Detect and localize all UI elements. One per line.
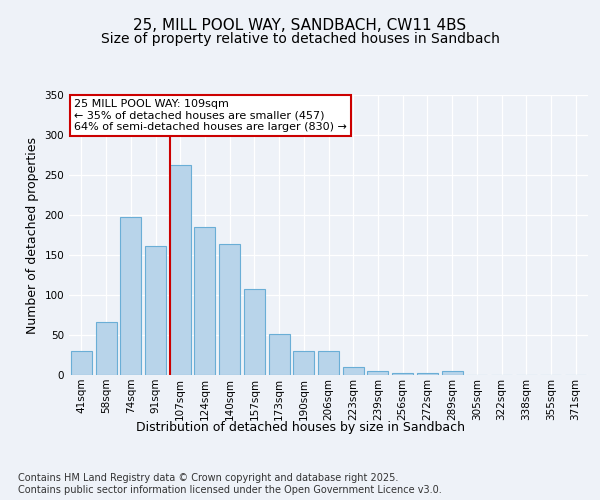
Bar — [120, 218, 141, 375]
Bar — [95, 322, 116, 375]
Bar — [392, 372, 413, 375]
Bar — [293, 351, 314, 375]
Bar — [442, 371, 463, 375]
Bar — [269, 334, 290, 375]
Text: Distribution of detached houses by size in Sandbach: Distribution of detached houses by size … — [136, 421, 464, 434]
Text: 25, MILL POOL WAY, SANDBACH, CW11 4BS: 25, MILL POOL WAY, SANDBACH, CW11 4BS — [133, 18, 467, 32]
Bar — [170, 166, 191, 375]
Bar — [244, 290, 265, 375]
Bar — [343, 367, 364, 375]
Bar — [219, 244, 240, 375]
Bar — [367, 371, 388, 375]
Text: 25 MILL POOL WAY: 109sqm
← 35% of detached houses are smaller (457)
64% of semi-: 25 MILL POOL WAY: 109sqm ← 35% of detach… — [74, 99, 347, 132]
Bar — [194, 227, 215, 375]
Bar — [417, 374, 438, 375]
Bar — [318, 351, 339, 375]
Bar — [145, 246, 166, 375]
Y-axis label: Number of detached properties: Number of detached properties — [26, 136, 39, 334]
Text: Contains HM Land Registry data © Crown copyright and database right 2025.
Contai: Contains HM Land Registry data © Crown c… — [18, 474, 442, 495]
Text: Size of property relative to detached houses in Sandbach: Size of property relative to detached ho… — [101, 32, 499, 46]
Bar — [71, 351, 92, 375]
